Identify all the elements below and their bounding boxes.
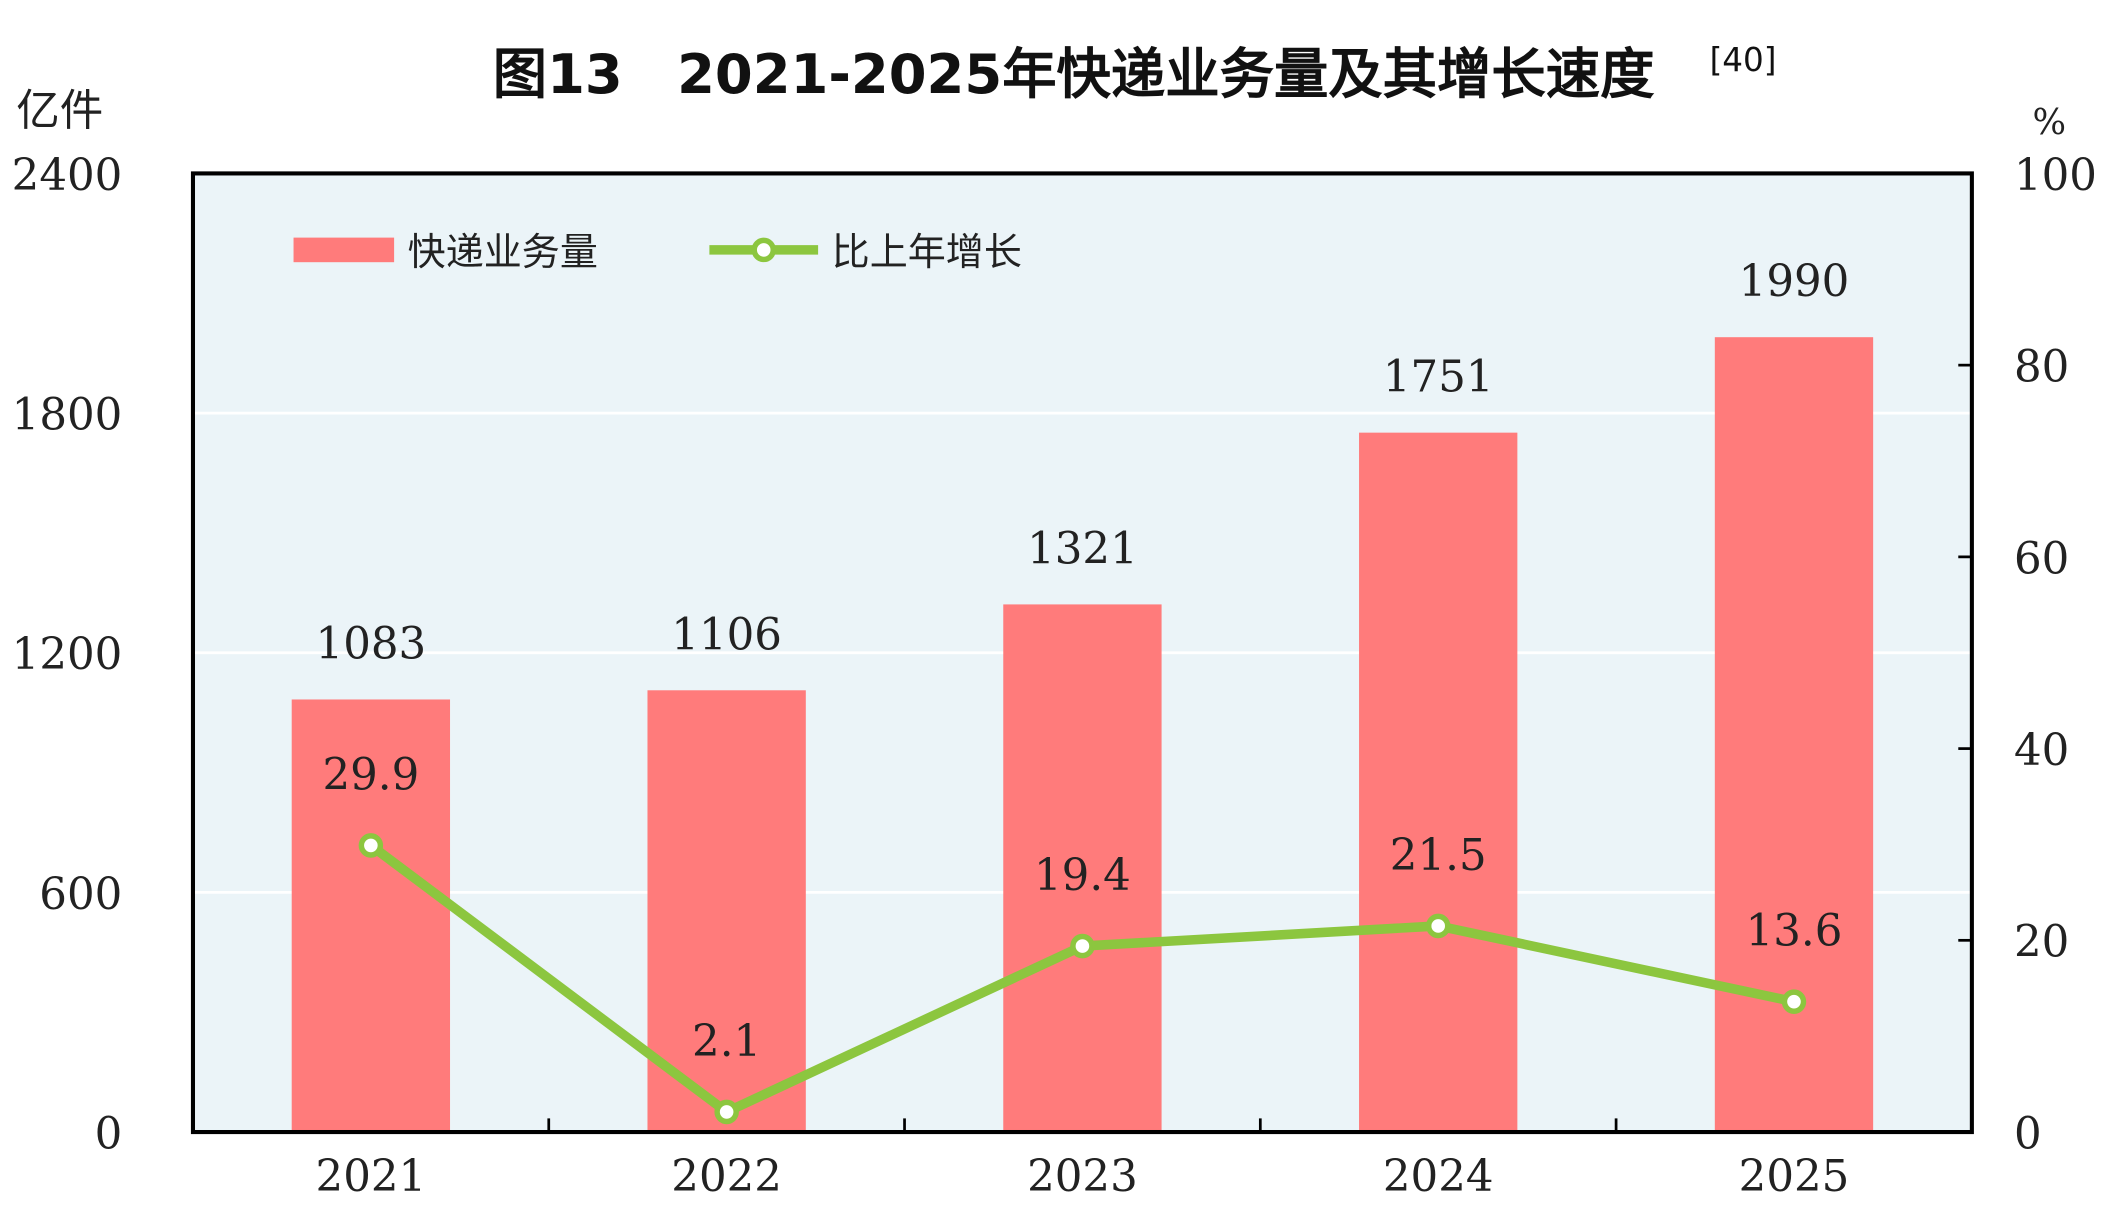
line-data-label: 13.6: [1746, 907, 1843, 957]
axes: 0 600 1200 1800 2400 0 20 40 60 80 100 2021 2022 2023…: [12, 151, 2097, 1202]
bar-data-label: 1751: [1383, 353, 1494, 403]
bar-data-label: 1990: [1739, 257, 1850, 307]
bar-data-label: 1083: [316, 619, 427, 669]
bar-data-label: 1106: [671, 610, 782, 660]
left-axis-tick-label: 600: [39, 870, 122, 920]
bar: [647, 690, 806, 1133]
line-data-label: 29.9: [322, 750, 419, 800]
right-axis-tick-label: 60: [2014, 534, 2069, 584]
left-axis-tick-label: 2400: [12, 151, 123, 201]
x-axis-tick-label: 2022: [671, 1152, 782, 1202]
chart-title: 图13 2021-2025年快递业务量及其增长速度: [493, 42, 1655, 106]
line-point: [1425, 913, 1451, 939]
line-data-label: 19.4: [1034, 851, 1131, 901]
bar-series: 1083 1106 1321 1751 1990: [291, 257, 1874, 1133]
legend-swatch-bar: [293, 237, 395, 263]
x-axis-tick-label: 2025: [1739, 1152, 1850, 1202]
left-axis-unit: 亿件: [16, 87, 103, 137]
right-axis-tick-label: 0: [2014, 1109, 2042, 1159]
right-axis-tick-label: 80: [2014, 342, 2069, 392]
line-data-label: 2.1: [692, 1017, 761, 1067]
bar: [1003, 604, 1162, 1133]
legend-marker: [751, 237, 776, 263]
left-axis-tick-label: 1800: [12, 390, 123, 440]
chart-title-note: [40]: [1710, 41, 1777, 79]
left-axis-tick-label: 1200: [12, 630, 123, 680]
legend-label-line: 比上年增长: [832, 230, 1022, 274]
plot-border: [190, 171, 1974, 1135]
x-axis-tick-label: 2024: [1383, 1152, 1494, 1202]
line-point: [358, 833, 384, 858]
bar: [1359, 432, 1518, 1133]
right-axis-tick-label: 20: [2014, 918, 2069, 968]
legend-label-bar: 快递业务量: [408, 230, 598, 274]
legend: 快递业务量 比上年增长: [293, 230, 1022, 274]
line-point: [1781, 989, 1807, 1014]
right-axis-tick-label: 100: [2014, 151, 2097, 201]
line-series: 29.9 2.1 19.4 21.5 13.6: [322, 750, 1843, 1125]
right-axis-tick-label: 40: [2014, 726, 2069, 776]
x-axis-tick-label: 2023: [1027, 1152, 1138, 1202]
line-point: [1070, 933, 1095, 959]
bar: [291, 699, 451, 1133]
x-axis-tick-label: 2021: [316, 1152, 427, 1202]
bar-data-label: 1321: [1027, 524, 1138, 574]
line-data-label: 21.5: [1390, 831, 1487, 881]
line-point: [714, 1099, 739, 1125]
left-axis-tick-label: 0: [95, 1109, 123, 1159]
right-axis-unit: %: [2033, 102, 2067, 143]
